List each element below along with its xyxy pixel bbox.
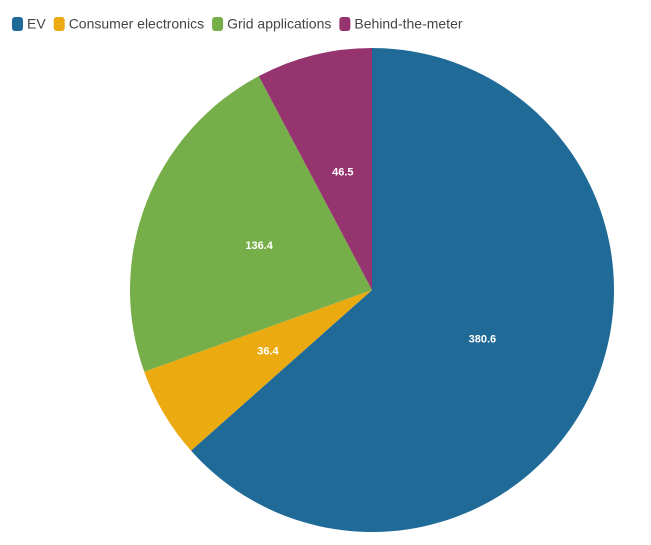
legend-label: Behind-the-meter xyxy=(354,16,463,32)
pie-slice xyxy=(258,48,372,290)
slice-label: 380.6 xyxy=(469,334,497,346)
pie-slice xyxy=(129,76,372,372)
legend-swatch xyxy=(212,17,224,31)
slice-label: 136.4 xyxy=(245,240,273,252)
legend-label: Grid applications xyxy=(227,16,331,32)
slice-label: 36.4 xyxy=(257,346,279,358)
pie-slice xyxy=(191,48,615,533)
slice-label: 46.5 xyxy=(332,166,353,178)
pie-slice xyxy=(144,290,372,451)
legend-label: EV xyxy=(27,16,46,32)
legend-swatch xyxy=(339,17,351,31)
legend-label: Consumer electronics xyxy=(69,16,204,32)
legend-swatch xyxy=(53,17,65,31)
legend-swatch xyxy=(12,17,23,31)
